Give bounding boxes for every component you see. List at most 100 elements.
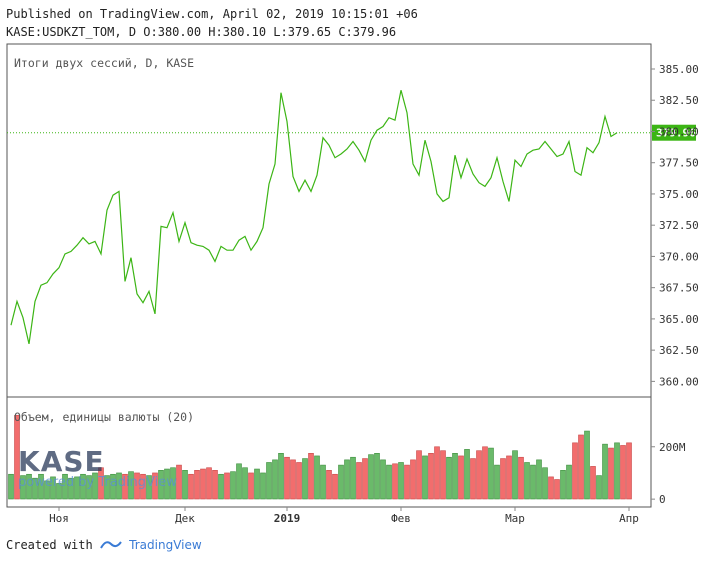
- volume-bar: [452, 453, 458, 500]
- price-ytick-label: 382.50: [659, 94, 699, 107]
- volume-bar: [170, 467, 176, 500]
- xtick-label: Мар: [505, 512, 525, 525]
- volume-bar: [422, 455, 428, 500]
- volume-bar: [188, 473, 194, 500]
- volume-pane-title: Объем, единицы валюты (20): [14, 410, 194, 424]
- footer: Created with TradingView: [6, 538, 202, 552]
- volume-bar: [146, 475, 152, 500]
- price-ytick-label: 385.00: [659, 63, 699, 76]
- volume-bar: [308, 453, 314, 500]
- last-price-label: 379.96: [656, 127, 696, 140]
- volume-bar: [440, 450, 446, 500]
- volume-bar: [218, 473, 224, 500]
- price-ytick-label: 362.50: [659, 344, 699, 357]
- volume-bar: [110, 473, 116, 500]
- volume-bar: [140, 473, 146, 500]
- volume-bar: [518, 456, 524, 500]
- volume-bar: [578, 434, 584, 500]
- volume-bar: [482, 446, 488, 500]
- volume-bar: [356, 462, 362, 500]
- volume-bar: [554, 479, 560, 500]
- price-ytick-label: 370.00: [659, 250, 699, 263]
- volume-bar: [338, 464, 344, 500]
- volume-bar: [266, 462, 272, 500]
- volume-bar: [386, 464, 392, 500]
- published-header: Published on TradingView.com, April 02, …: [6, 7, 418, 21]
- volume-bar: [68, 477, 74, 500]
- volume-bar: [344, 459, 350, 500]
- price-ytick-label: 375.00: [659, 188, 699, 201]
- volume-bar: [284, 456, 290, 500]
- volume-bar: [242, 467, 248, 500]
- created-with-text: Created with: [6, 538, 93, 552]
- volume-bar: [116, 472, 122, 500]
- chart-labels: Итоги двух сессий, D, KASE Объем, единицы…: [14, 56, 194, 424]
- volume-bar: [380, 459, 386, 500]
- price-ytick-label: 377.50: [659, 157, 699, 170]
- volume-bar: [200, 468, 206, 500]
- volume-bar: [398, 462, 404, 500]
- price-pane-title: Итоги двух сессий, D, KASE: [14, 56, 194, 70]
- price-ytick-label: 380.00: [659, 125, 699, 138]
- volume-bar: [536, 459, 542, 500]
- xtick-label: Фев: [391, 512, 411, 525]
- volume-bar: [500, 458, 506, 500]
- xtick-label: Ноя: [49, 512, 69, 525]
- volume-bar: [158, 470, 164, 500]
- volume-bar: [614, 442, 620, 500]
- powered-by-text: powered by TradingView: [18, 475, 177, 490]
- volume-bar: [584, 430, 590, 500]
- volume-bar: [296, 462, 302, 500]
- volume-bar: [626, 442, 632, 500]
- volume-bar: [164, 468, 170, 500]
- volume-bar: [182, 470, 188, 500]
- volume-bar: [38, 473, 44, 500]
- volume-bar: [104, 475, 110, 500]
- volume-bar: [194, 470, 200, 500]
- volume-bar: [350, 456, 356, 500]
- volume-bar: [326, 470, 332, 500]
- tradingview-link[interactable]: TradingView: [129, 538, 202, 552]
- volume-bar: [62, 473, 68, 500]
- volume-bar: [434, 446, 440, 500]
- volume-bar: [404, 464, 410, 500]
- volume-bar: [470, 458, 476, 500]
- volume-bar: [368, 454, 374, 500]
- tradingview-logo-icon: [100, 538, 129, 552]
- volume-bar: [32, 477, 38, 500]
- volume-bar: [428, 453, 434, 500]
- volume-bar: [224, 472, 230, 500]
- volume-bar: [530, 464, 536, 500]
- volume-bar: [374, 453, 380, 500]
- volume-bars: [8, 415, 632, 500]
- volume-bar: [392, 463, 398, 500]
- volume-bar: [290, 459, 296, 500]
- volume-bar: [620, 445, 626, 500]
- volume-bar: [506, 455, 512, 500]
- volume-bar: [92, 472, 98, 500]
- price-line: [10, 90, 618, 345]
- volume-bar: [608, 447, 614, 500]
- volume-bar: [416, 450, 422, 500]
- plot-border: [6, 43, 652, 508]
- volume-bar: [278, 453, 284, 500]
- price-ytick-label: 367.50: [659, 282, 699, 295]
- last-price-badge: [652, 124, 696, 141]
- kase-watermark: KASE powered by TradingView: [18, 448, 177, 490]
- volume-bar: [122, 473, 128, 500]
- volume-bar: [8, 473, 14, 500]
- axes: 360.00 362.50 365.00 367.50 370.00 372.50 375.…: [49, 63, 699, 525]
- volume-bar: [410, 459, 416, 500]
- volume-bar: [128, 471, 134, 500]
- volume-bar: [542, 467, 548, 500]
- volume-bar: [572, 442, 578, 500]
- volume-bar: [236, 463, 242, 500]
- volume-bar: [314, 455, 320, 500]
- volume-bar: [14, 415, 20, 500]
- xtick-label: 2019: [274, 512, 301, 525]
- ohlc-header: KASE:USDKZT_TOM, D O:380.00 H:380.10 L:3…: [6, 25, 397, 39]
- price-ytick-label: 360.00: [659, 375, 699, 388]
- volume-bar: [254, 468, 260, 500]
- volume-bar: [494, 464, 500, 500]
